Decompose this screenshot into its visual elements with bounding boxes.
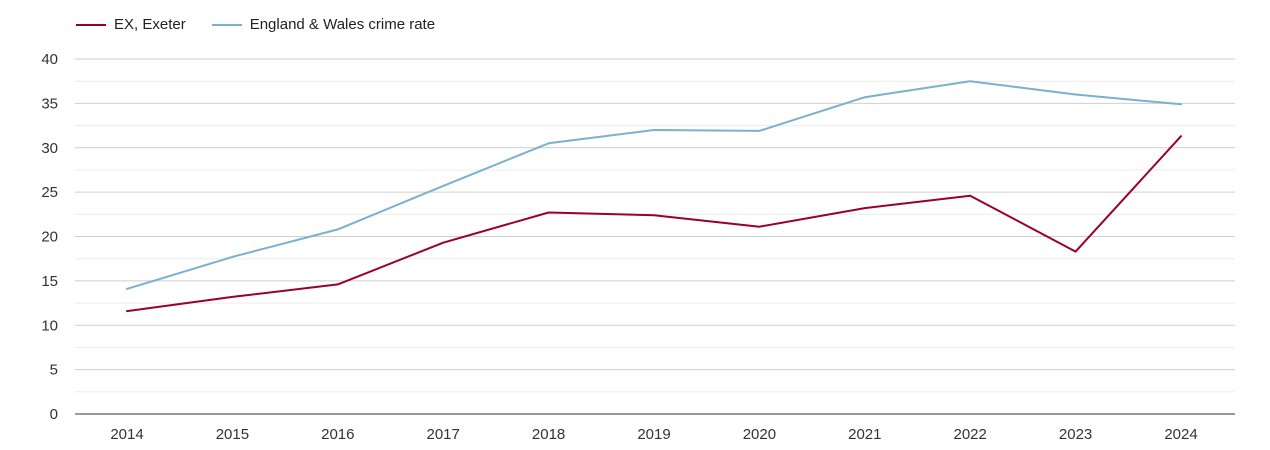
- x-tick-label: 2020: [743, 426, 776, 443]
- legend-label-england-wales: England & Wales crime rate: [249, 16, 436, 33]
- series-line-exeter: [126, 135, 1182, 313]
- legend: EX, Exeter England & Wales crime rate: [76, 16, 461, 33]
- x-tick-label: 2022: [954, 426, 987, 443]
- y-tick-label: 30: [41, 140, 58, 157]
- legend-swatch-england-wales: [211, 23, 242, 26]
- x-tick-label: 2019: [637, 426, 670, 443]
- y-tick-label: 5: [50, 362, 58, 379]
- x-tick-label: 2017: [427, 426, 460, 443]
- x-tick-label: 2014: [110, 426, 143, 443]
- x-tick-label: 2023: [1059, 426, 1092, 443]
- legend-label-exeter: EX, Exeter: [114, 16, 186, 33]
- y-tick-label: 15: [41, 273, 58, 290]
- x-tick-label: 2021: [848, 426, 881, 443]
- x-tick-label: 2016: [321, 426, 354, 443]
- y-tick-label: 20: [41, 229, 58, 246]
- x-tick-label: 2024: [1164, 426, 1197, 443]
- legend-item-exeter[interactable]: EX, Exeter: [76, 16, 186, 33]
- legend-item-england-wales[interactable]: England & Wales crime rate: [211, 16, 436, 33]
- y-tick-label: 0: [50, 406, 58, 423]
- x-tick-label: 2015: [216, 426, 249, 443]
- legend-swatch-exeter: [76, 23, 106, 26]
- x-tick-label: 2018: [532, 426, 565, 443]
- y-tick-label: 40: [41, 51, 58, 68]
- y-tick-label: 35: [41, 95, 58, 112]
- y-tick-label: 25: [41, 184, 58, 201]
- y-tick-label: 10: [41, 317, 58, 334]
- series-line-england-wales: [126, 80, 1182, 290]
